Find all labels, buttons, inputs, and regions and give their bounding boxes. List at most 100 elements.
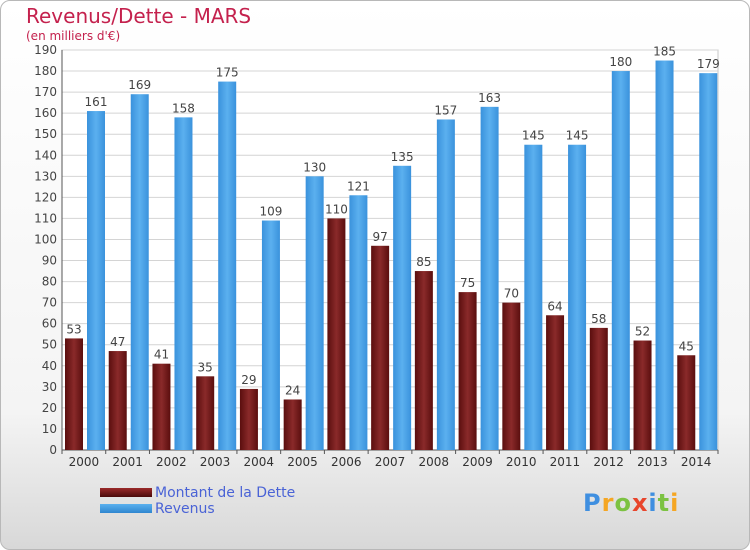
y-tick-label: 40 (42, 359, 57, 373)
x-tick-label: 2003 (200, 455, 231, 469)
data-label-revenus: 163 (478, 91, 501, 105)
logo-letter: t (657, 489, 671, 517)
bar-revenus (218, 81, 237, 450)
bar-dette (414, 271, 433, 450)
y-tick-label: 190 (34, 43, 57, 57)
data-label-revenus: 121 (347, 179, 370, 193)
legend-label-revenus: Revenus (155, 501, 215, 517)
data-label-dette: 41 (154, 348, 169, 362)
y-tick-label: 160 (34, 106, 57, 120)
data-label-dette: 64 (547, 299, 562, 313)
bar-dette (239, 388, 258, 450)
data-label-revenus: 145 (522, 129, 545, 143)
data-label-revenus: 180 (609, 55, 632, 69)
bar-revenus (524, 144, 543, 450)
bar-revenus (174, 117, 193, 451)
bar-dette (108, 351, 127, 450)
data-label-revenus: 109 (259, 205, 282, 219)
bar-dette (546, 315, 565, 450)
x-tick-label: 2011 (550, 455, 581, 469)
bar-dette (677, 355, 696, 450)
y-tick-label: 60 (42, 317, 57, 331)
data-label-dette: 24 (285, 383, 300, 397)
y-tick-label: 90 (42, 254, 57, 268)
data-label-dette: 75 (460, 276, 475, 290)
legend-swatch-dette (100, 488, 152, 497)
legend-swatch-revenus (100, 504, 152, 513)
x-tick-label: 2009 (462, 455, 493, 469)
bar-dette (152, 363, 171, 450)
data-label-dette: 35 (198, 360, 213, 374)
logo-letter: r (601, 489, 615, 517)
y-tick-label: 10 (42, 422, 57, 436)
data-label-dette: 97 (372, 230, 387, 244)
y-tick-label: 50 (42, 338, 57, 352)
y-tick-label: 180 (34, 64, 57, 78)
bar-revenus (305, 176, 324, 450)
y-tick-label: 150 (34, 127, 57, 141)
y-tick-label: 20 (42, 401, 57, 415)
x-tick-label: 2001 (112, 455, 143, 469)
logo-letter: i (648, 489, 658, 517)
data-label-dette: 110 (325, 202, 348, 216)
y-tick-label: 80 (42, 275, 57, 289)
data-label-dette: 29 (241, 373, 256, 387)
x-tick-label: 2010 (506, 455, 537, 469)
x-tick-label: 2014 (681, 455, 712, 469)
x-tick-label: 2000 (69, 455, 100, 469)
data-label-revenus: 175 (216, 66, 239, 80)
bar-revenus (611, 71, 630, 450)
bar-revenus (349, 195, 368, 450)
bar-revenus (699, 73, 718, 450)
bar-revenus (393, 165, 412, 450)
logo-letter: o (614, 489, 632, 517)
x-tick-label: 2005 (287, 455, 318, 469)
data-label-dette: 70 (504, 287, 519, 301)
bar-revenus (436, 119, 455, 450)
y-tick-label: 170 (34, 85, 57, 99)
bar-revenus (655, 60, 674, 451)
x-tick-label: 2006 (331, 455, 362, 469)
data-label-revenus: 158 (172, 101, 195, 115)
y-tick-label: 70 (42, 296, 57, 310)
x-tick-label: 2013 (637, 455, 668, 469)
bar-revenus (87, 111, 105, 450)
data-label-dette: 45 (679, 339, 694, 353)
legend-label-dette: Montant de la Dette (155, 485, 296, 501)
x-tick-label: 2012 (593, 455, 624, 469)
bar-revenus (568, 144, 587, 450)
chart-subtitle: (en milliers d'€) (26, 29, 121, 43)
data-label-revenus: 179 (697, 57, 720, 71)
bar-dette (502, 302, 521, 450)
x-tick-label: 2002 (156, 455, 187, 469)
x-tick-label: 2007 (375, 455, 406, 469)
bar-dette (65, 338, 83, 450)
y-tick-label: 110 (34, 211, 57, 225)
y-tick-label: 140 (34, 148, 57, 162)
y-tick-label: 0 (49, 443, 57, 457)
x-tick-label: 2004 (244, 455, 275, 469)
data-label-dette: 58 (591, 312, 606, 326)
logo-letter: i (670, 489, 680, 517)
data-label-revenus: 169 (128, 78, 151, 92)
data-label-revenus: 185 (653, 45, 676, 59)
y-tick-label: 130 (34, 169, 57, 183)
data-label-dette: 52 (635, 325, 650, 339)
y-tick-label: 100 (34, 232, 57, 246)
bar-revenus (261, 220, 280, 450)
data-label-revenus: 145 (566, 129, 589, 143)
plot-area (61, 49, 719, 451)
bar-revenus (480, 106, 499, 450)
data-label-revenus: 161 (85, 95, 108, 109)
bar-dette (371, 245, 390, 450)
data-label-dette: 47 (110, 335, 125, 349)
data-label-dette: 53 (66, 322, 81, 336)
chart-title: Revenus/Dette - MARS (26, 4, 252, 28)
x-tick-label: 2008 (418, 455, 449, 469)
logo-letter: x (631, 489, 649, 517)
proxiti-logo: Proxiti (583, 489, 679, 517)
bar-revenus (130, 94, 149, 451)
data-label-revenus: 135 (391, 150, 414, 164)
bar-dette (196, 376, 215, 450)
